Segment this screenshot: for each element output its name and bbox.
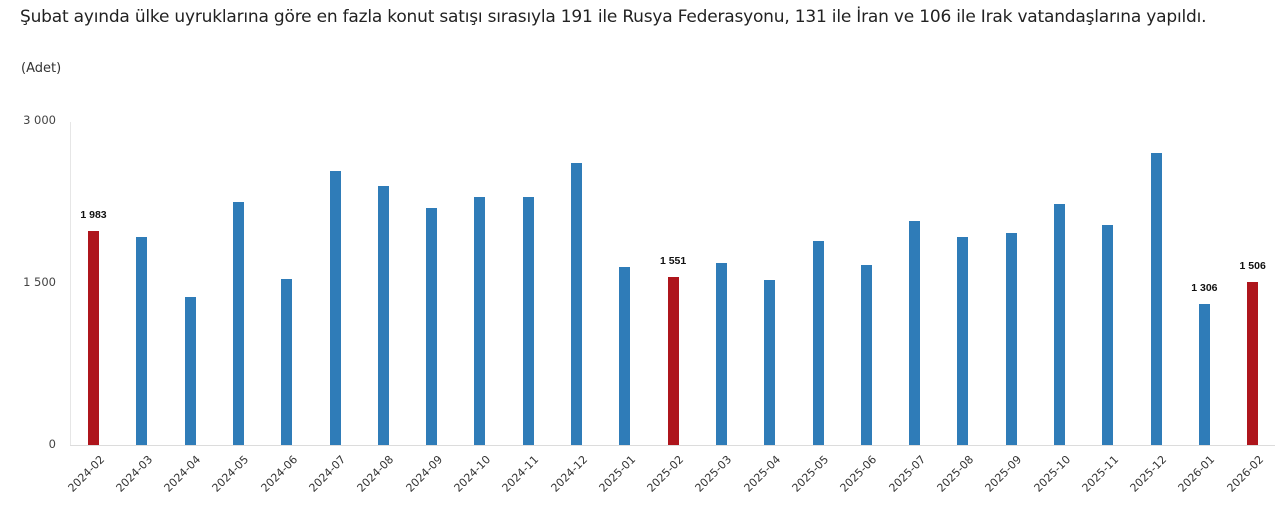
- x-axis-line: [70, 445, 1275, 446]
- bar-2025-08: [957, 236, 969, 445]
- bar-2024-11: [522, 197, 534, 445]
- x-tick-label: 2024-04: [161, 453, 204, 495]
- bar-2024-08: [377, 186, 389, 445]
- bar-2026-02: [1247, 282, 1259, 445]
- unit-label: (Adet): [21, 61, 62, 76]
- bar-2025-10: [1054, 204, 1065, 445]
- x-tick-label: 2024-06: [258, 453, 300, 495]
- bar-2025-01: [619, 267, 631, 445]
- x-tick-label: 2025-10: [1030, 453, 1073, 495]
- bar-2025-02: [667, 277, 679, 445]
- x-tick-label: 2025-04: [741, 453, 783, 495]
- bar-2024-10: [474, 197, 486, 445]
- x-tick-label: 2025-06: [837, 453, 880, 495]
- x-tick-label: 2025-03: [692, 453, 735, 495]
- x-tick-label: 2024-12: [547, 453, 590, 495]
- bar-2025-07: [909, 221, 921, 445]
- x-tick-label: 2025-05: [789, 453, 832, 495]
- bar-2025-05: [812, 240, 824, 445]
- x-tick-label: 2025-11: [1079, 453, 1121, 495]
- y-tick-label: 1 500: [23, 275, 56, 289]
- bar-2025-04: [764, 279, 776, 445]
- x-tick-label: 2025-01: [596, 453, 638, 495]
- y-axis-line: [70, 122, 71, 446]
- x-tick-label: 2025-09: [982, 453, 1025, 495]
- bar-2025-09: [1005, 232, 1017, 445]
- bar-2024-02: [88, 230, 99, 445]
- data-label: 1 506: [1239, 260, 1266, 273]
- x-tick-label: 2024-10: [451, 453, 494, 495]
- y-tick-label: 0: [48, 437, 56, 451]
- chart-headline: Şubat ayında ülke uyruklarına göre en fa…: [20, 7, 1207, 27]
- bar-2024-09: [426, 208, 438, 445]
- bar-2025-06: [860, 264, 872, 445]
- data-label: 1 983: [80, 208, 107, 221]
- data-label: 1 551: [659, 255, 687, 268]
- x-tick-label: 2024-02: [64, 453, 107, 495]
- bar-2024-12: [571, 163, 582, 445]
- bar-2024-07: [329, 171, 341, 445]
- x-tick-label: 2024-11: [499, 453, 542, 495]
- x-tick-label: 2025-12: [1127, 453, 1170, 495]
- x-tick-label: 2026-01: [1175, 453, 1218, 495]
- x-tick-label: 2025-08: [934, 453, 977, 495]
- bar-2024-06: [281, 279, 293, 445]
- bar-2025-03: [715, 263, 727, 445]
- x-tick-label: 2024-08: [354, 453, 397, 495]
- data-label: 1 306: [1191, 281, 1218, 294]
- bar-2026-01: [1198, 303, 1210, 445]
- x-tick-label: 2025-02: [644, 453, 687, 495]
- x-tick-label: 2024-05: [209, 453, 252, 495]
- x-tick-label: 2025-07: [886, 453, 928, 495]
- x-tick-label: 2024-03: [113, 453, 155, 495]
- bar-2024-04: [184, 297, 196, 445]
- x-tick-label: 2026-02: [1224, 453, 1266, 495]
- x-tick-label: 2024-09: [403, 453, 445, 495]
- y-tick-label: 3 000: [23, 113, 56, 127]
- bar-2024-05: [232, 202, 244, 445]
- bar-2024-03: [136, 236, 148, 445]
- bar-2025-12: [1150, 152, 1162, 445]
- x-tick-label: 2024-07: [306, 453, 349, 495]
- bar-2025-11: [1102, 225, 1114, 445]
